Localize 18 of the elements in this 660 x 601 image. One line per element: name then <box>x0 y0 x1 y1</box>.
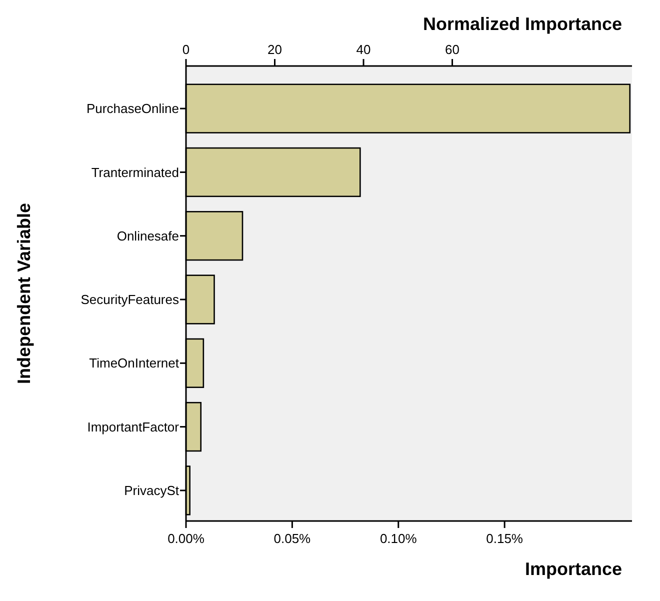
y-tick-label: SecurityFeatures <box>80 292 180 308</box>
x2-axis-title: Normalized Importance <box>422 14 622 34</box>
x2-tick-label: 40 <box>356 42 371 57</box>
x-tick-label: 0.10% <box>380 531 418 546</box>
y-tick-label: PurchaseOnline <box>86 101 179 116</box>
y-tick-label: PrivacySt <box>124 483 180 498</box>
x2-tick-label: 0 <box>182 42 190 57</box>
y-tick-label: ImportantFactor <box>87 419 180 434</box>
y-axis-title: Independent Variable <box>14 202 34 384</box>
x-axis-title: Importance <box>524 559 622 579</box>
x2-tick-label: 60 <box>445 42 460 57</box>
x-tick-label: 0.15% <box>486 531 524 546</box>
y-tick-label: Tranterminated <box>91 164 179 180</box>
x-tick-label: 0.00% <box>168 531 205 546</box>
x2-tick-label: 20 <box>268 42 282 57</box>
x-tick-label: 0.05% <box>274 531 312 546</box>
y-tick-label: Onlinesafe <box>116 228 179 244</box>
y-tick-label: TimeOnInternet <box>89 356 180 371</box>
